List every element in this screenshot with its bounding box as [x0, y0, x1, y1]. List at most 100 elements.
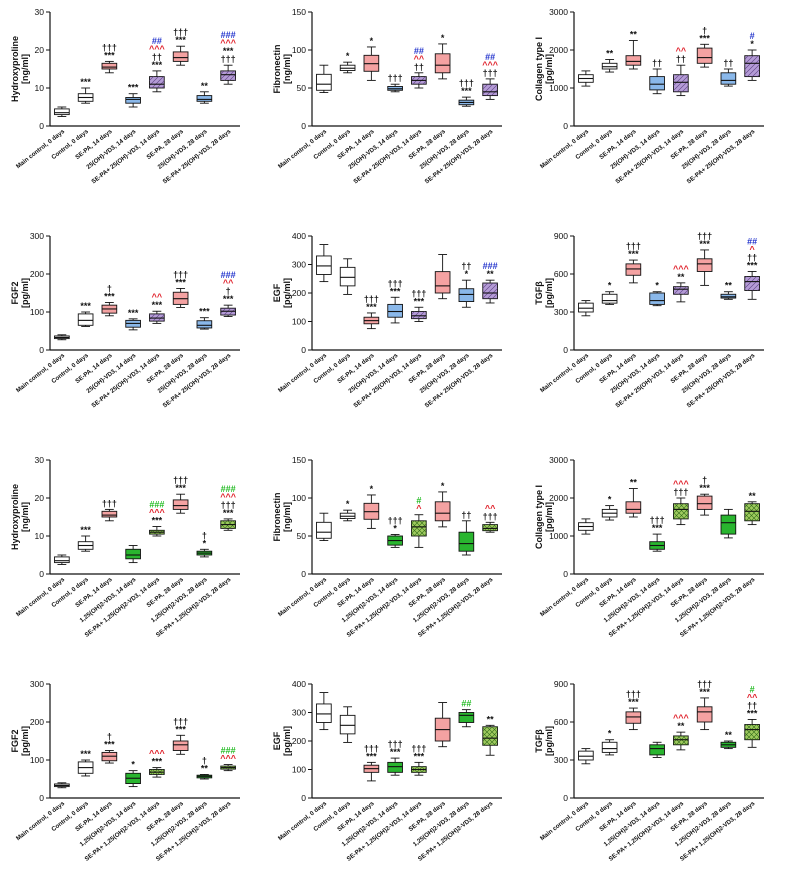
significance-mark: ††† [173, 269, 188, 279]
significance-mark: ††† [364, 294, 379, 304]
significance-mark: *** [80, 77, 91, 87]
y-tick-label: 20 [35, 45, 45, 55]
y-tick-label: 0 [301, 793, 306, 803]
y-axis-label: Hydroxyproline[ng/ml] [10, 484, 30, 550]
significance-mark: ** [606, 49, 614, 59]
significance-mark: *** [461, 86, 472, 96]
box-body [578, 750, 594, 761]
box-1 [578, 748, 594, 765]
box-8 [220, 64, 236, 85]
chart-panel: Fibronectin[ng/ml] 0 50 100 150 Main control,… [262, 448, 524, 672]
box-6 [434, 43, 451, 80]
y-axis-label: FGF2[pg/ml] [10, 278, 30, 308]
box-8 [744, 501, 760, 526]
y-tick-label: 0 [563, 793, 568, 803]
significance-mark: * [608, 729, 612, 739]
y-axis-label: Collagen type I[pg/ml] [534, 485, 554, 549]
significance-mark: ^^^ [220, 754, 237, 764]
y-tick-label: 300 [292, 708, 306, 718]
significance-mark: *** [80, 301, 91, 311]
box-1 [578, 300, 594, 317]
y-axis-label: FGF2[pg/ml] [10, 726, 30, 756]
significance-mark: *** [747, 708, 758, 718]
significance-mark: †† [652, 58, 662, 68]
significance-mark: *** [80, 749, 91, 759]
box-3 [625, 259, 642, 284]
significance-mark: † [202, 755, 207, 765]
significance-mark: † [107, 732, 112, 742]
significance-mark: ††† [626, 241, 641, 251]
y-tick-label: 0 [563, 345, 568, 355]
box-5 [673, 282, 689, 303]
significance-mark: ^^^ [673, 264, 690, 274]
box-7 [720, 740, 737, 750]
box-8 [744, 719, 760, 748]
box-body [720, 514, 737, 535]
significance-mark: ††† [173, 27, 188, 37]
y-axis-label: EGF[pg/ml] [272, 726, 292, 756]
box-8 [482, 724, 498, 756]
significance-mark: †† [461, 510, 471, 520]
significance-mark: *** [652, 523, 663, 533]
box-body [601, 62, 618, 70]
box-hatch [744, 503, 760, 521]
y-tick-label: 2000 [549, 493, 568, 503]
significance-mark: *** [628, 249, 639, 259]
box-hatch [673, 286, 689, 295]
significance-mark: † [702, 25, 707, 35]
box-body [125, 97, 141, 104]
box-2 [601, 505, 618, 521]
y-tick-label: 600 [554, 717, 568, 727]
box-6 [696, 697, 713, 731]
box-body [196, 95, 213, 102]
box-4 [649, 291, 665, 307]
significance-mark: *** [747, 260, 758, 270]
significance-mark: ### [221, 30, 236, 40]
y-tick-label: 300 [554, 307, 568, 317]
box-2 [339, 509, 356, 522]
box-7 [458, 279, 475, 308]
significance-mark: * [370, 484, 374, 494]
significance-mark: ††† [388, 739, 403, 749]
significance-mark: *** [699, 483, 710, 493]
box-hatch [411, 520, 427, 536]
box-8 [744, 271, 760, 300]
significance-mark: †† [747, 252, 757, 262]
significance-mark: *** [699, 33, 710, 43]
box-4 [387, 83, 403, 93]
significance-mark: ††† [411, 743, 426, 753]
significance-mark: ### [221, 270, 236, 280]
y-tick-label: 150 [292, 7, 306, 17]
box-2 [77, 759, 94, 777]
box-4 [125, 318, 141, 331]
significance-mark: ^^^ [220, 492, 237, 502]
box-4 [387, 757, 403, 776]
significance-mark: *** [699, 687, 710, 697]
significance-mark: ††† [483, 68, 498, 78]
box-2 [77, 535, 94, 552]
box-5 [149, 767, 165, 778]
box-3 [625, 707, 642, 731]
significance-mark: ††† [102, 42, 117, 52]
box-7 [196, 317, 213, 330]
significance-mark: ** [677, 721, 685, 731]
box-body [339, 266, 356, 287]
box-2 [77, 87, 94, 104]
significance-mark: ### [221, 746, 236, 756]
significance-mark: * [131, 760, 135, 770]
box-6 [434, 254, 451, 300]
significance-mark: * [393, 523, 397, 533]
box-body [387, 761, 403, 773]
significance-mark: ††† [173, 716, 188, 726]
box-8 [744, 49, 760, 81]
significance-mark: *** [152, 516, 163, 526]
box-body [625, 263, 642, 276]
box-4 [387, 534, 403, 548]
significance-mark: *** [104, 740, 115, 750]
significance-mark: *** [128, 83, 139, 93]
box-1 [54, 554, 70, 565]
y-tick-label: 20 [35, 493, 45, 503]
box-5 [411, 514, 427, 548]
significance-mark: ^^ [223, 278, 234, 288]
